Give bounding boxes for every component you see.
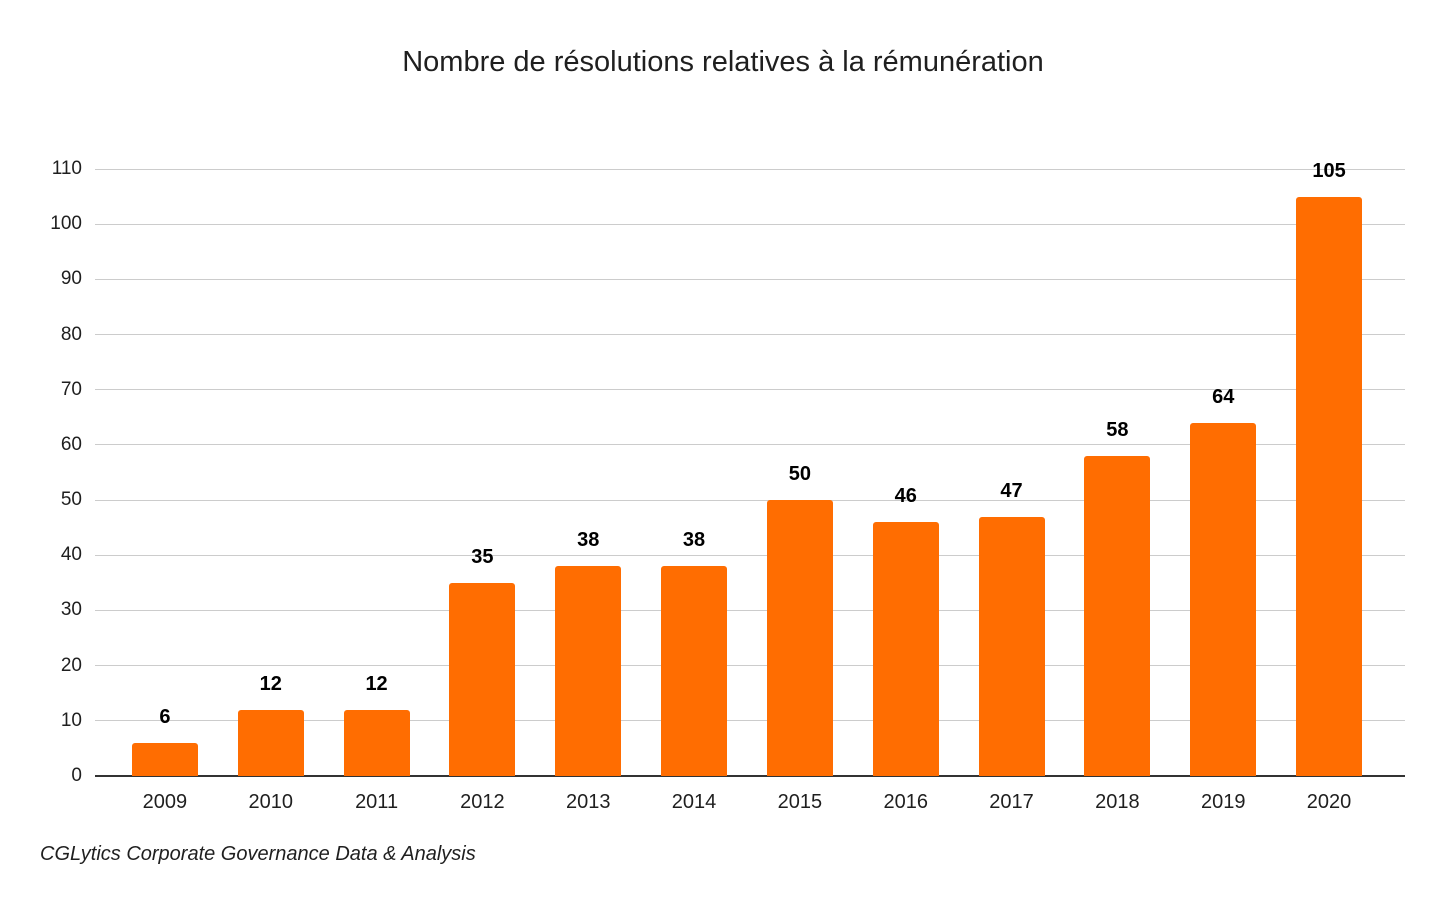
bar-2010 [237,709,304,776]
x-tick-label-2010: 2010 [248,791,293,813]
y-tick-label-60: 60 [60,433,82,455]
y-tick-label-10: 10 [60,709,82,731]
bar-2020 [1296,196,1363,776]
x-tick-label-2014: 2014 [671,791,717,813]
value-label-2020: 105 [1312,159,1346,182]
bar-2018 [1084,455,1151,776]
x-tick-label-2018: 2018 [1095,791,1140,813]
gridline-y-60 [95,444,1405,446]
y-tick-label-90: 90 [60,268,82,290]
bar-2016 [872,522,939,776]
value-label-2019: 64 [1212,385,1235,408]
gridline-y-90 [95,278,1405,280]
gridline-y-80 [95,334,1405,336]
x-tick-label-2016: 2016 [883,791,928,813]
x-tick-label-2017: 2017 [989,791,1034,813]
bar-2012 [449,582,516,776]
bar-2011 [343,709,410,776]
gridline-y-100 [95,223,1405,225]
y-tick-label-30: 30 [60,599,82,621]
gridline-y-10 [95,720,1405,722]
value-label-2014: 38 [682,529,706,552]
gridline-y-110 [95,168,1405,170]
gridline-y-70 [95,389,1405,391]
x-tick-label-2015: 2015 [777,791,823,813]
value-label-2018: 58 [1106,418,1129,441]
value-label-2010: 12 [259,672,282,695]
x-axis-line [95,775,1405,777]
bar-2014 [661,566,728,776]
x-tick-label-2012: 2012 [460,791,505,813]
gridline-y-30 [95,609,1405,611]
bar-2019 [1190,422,1257,776]
value-label-2013: 38 [577,529,600,552]
x-tick-label-2020: 2020 [1306,791,1352,813]
x-tick-label-2011: 2011 [355,791,399,813]
bar-2009 [131,742,198,776]
gridline-y-50 [95,499,1405,501]
y-tick-label-70: 70 [60,378,82,400]
gridline-y-40 [95,554,1405,556]
bar-2017 [978,516,1045,776]
value-label-2017: 47 [1000,479,1023,502]
bar-2013 [555,566,622,776]
value-label-2016: 46 [894,485,917,508]
x-tick-label-2013: 2013 [565,791,611,813]
y-tick-label-20: 20 [60,654,82,676]
y-tick-label-100: 100 [50,213,82,235]
value-label-2015: 50 [788,463,811,486]
value-label-2009: 6 [159,705,171,728]
y-tick-label-110: 110 [51,158,82,179]
bar-2015 [766,500,833,776]
x-tick-label-2019: 2019 [1200,791,1246,813]
x-tick-label-2009: 2009 [142,791,188,813]
gridline-y-20 [95,665,1405,667]
y-tick-label-40: 40 [60,544,82,566]
chart-title: Nombre de résolutions relatives à la rém… [402,46,1044,78]
value-label-2012: 35 [471,545,494,568]
y-tick-label-50: 50 [60,489,82,511]
source-note: CGLytics Corporate Governance Data & Ana… [40,843,476,865]
y-tick-label-80: 80 [60,323,82,345]
value-label-2011: 12 [365,672,388,695]
y-tick-label-0: 0 [71,765,82,786]
